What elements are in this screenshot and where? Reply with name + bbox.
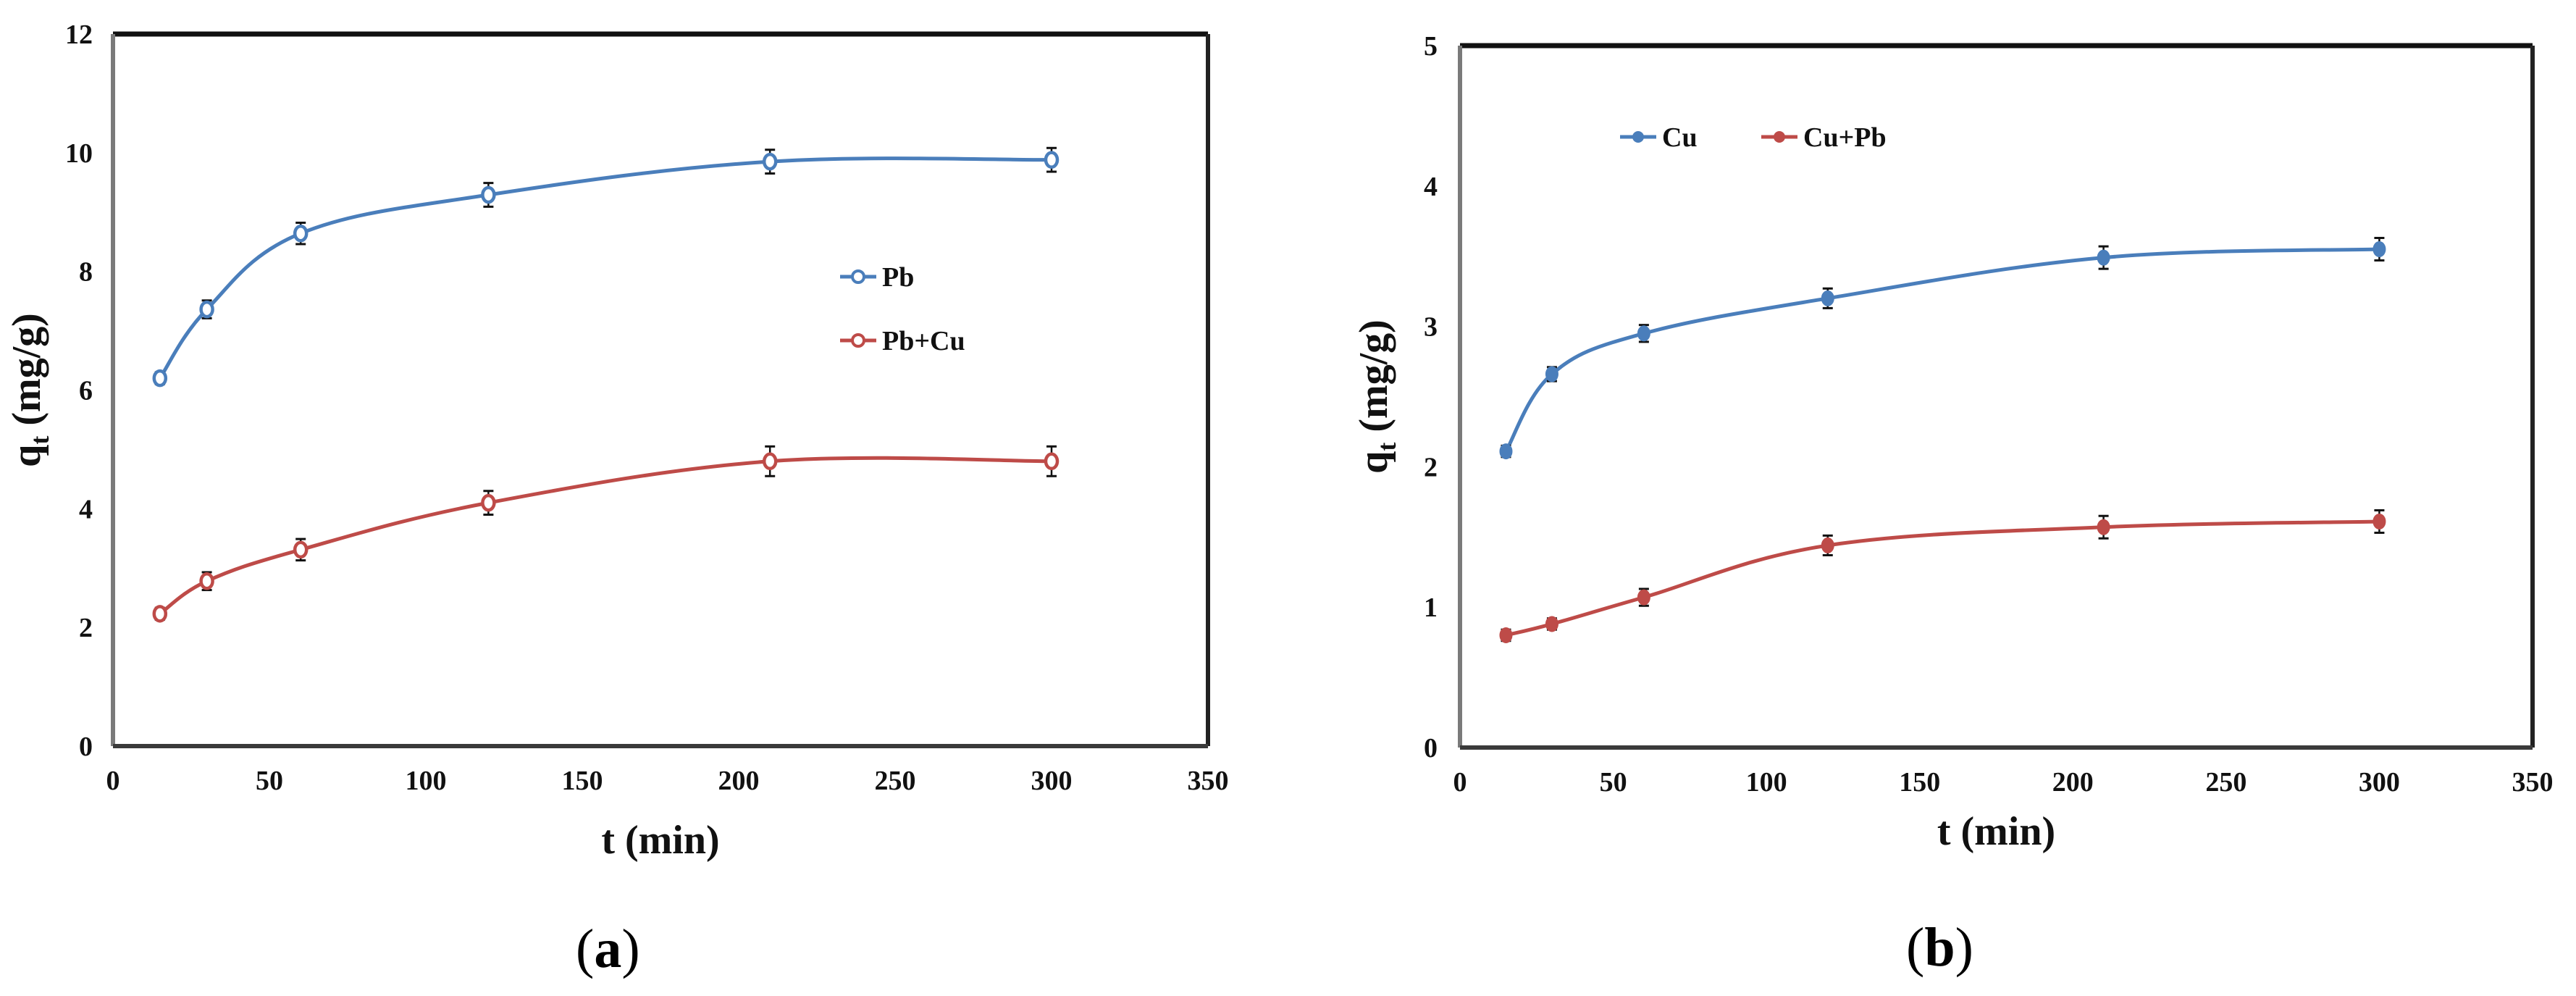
y-axis-title-b: qt (mg/g) (1351, 319, 1401, 474)
legend-marker-icon (851, 269, 865, 284)
x-tick-label-b: 50 (1600, 767, 1627, 798)
caption-a-letter: a (594, 918, 622, 979)
data-point-marker (293, 224, 309, 243)
data-point-marker (293, 540, 309, 559)
y-tick-label-a: 2 (79, 613, 93, 643)
data-point-marker (152, 369, 168, 388)
x-tick-label-b: 100 (1746, 767, 1787, 798)
y-axis-title-a: qt (mg/g) (4, 313, 54, 467)
x-tick-label-b: 200 (2052, 767, 2094, 798)
x-tick-label-b: 250 (2205, 767, 2246, 798)
legend-item-b-1: Cu+Pb (1761, 122, 1887, 153)
y-tick-label-a: 10 (65, 138, 93, 169)
x-tick-label-a: 50 (256, 766, 283, 796)
x-axis-title-a: t (min) (601, 818, 719, 863)
x-tick-label-b: 350 (2512, 767, 2554, 798)
data-point-marker (152, 605, 168, 623)
x-tick-label-a: 350 (1188, 766, 1229, 796)
data-point-marker (2372, 513, 2386, 530)
data-point-marker (1044, 452, 1060, 471)
y-tick-label-a: 6 (79, 376, 93, 406)
y-tick-label-a: 4 (79, 494, 93, 524)
legend-item-a-1: Pb+Cu (840, 326, 965, 356)
chart-a-kinetics-pb: 0 2 4 6 8 10 12 0 50 100 150 200 250 300 350 t (min) qt … (4, 20, 1229, 863)
caption-a-close: ) (621, 918, 640, 979)
legend-marker-icon (1774, 131, 1785, 143)
x-tick-label-a: 100 (406, 766, 447, 796)
data-point-marker (762, 452, 778, 471)
caption-b-open: ( (1906, 917, 1925, 978)
x-tick-label-a: 250 (875, 766, 916, 796)
y-tick-label-b: 2 (1424, 452, 1438, 482)
data-point-marker (1545, 616, 1558, 632)
plot-area-a (113, 34, 1208, 746)
legend-label: Pb (882, 262, 914, 293)
legend-label: Cu+Pb (1803, 122, 1887, 153)
x-tick-label-a: 200 (718, 766, 760, 796)
data-point-marker (1821, 537, 1834, 553)
series-cu-plus-pb-b (1499, 509, 2386, 643)
data-point-marker (762, 152, 778, 171)
data-point-marker (199, 300, 214, 319)
series-pb-a (152, 146, 1060, 388)
data-point-marker (2097, 519, 2110, 535)
x-tick-label-a: 300 (1031, 766, 1073, 796)
data-point-marker (2372, 241, 2386, 258)
caption-b-close: ) (1955, 917, 1973, 978)
y-tick-label-a: 8 (79, 257, 93, 288)
data-point-marker (1545, 366, 1558, 382)
y-tick-label-b: 1 (1424, 593, 1438, 623)
legend-label: Cu (1662, 122, 1698, 153)
x-axis-title-b: t (min) (1937, 809, 2055, 854)
x-tick-label-a: 150 (562, 766, 603, 796)
y-tick-label-b: 4 (1424, 172, 1438, 202)
y-tick-label-b: 5 (1424, 31, 1438, 62)
data-point-marker (481, 185, 496, 204)
caption-a: (a) (576, 921, 640, 976)
data-point-marker (199, 572, 214, 590)
data-point-marker (1044, 151, 1060, 169)
y-tick-label-b: 3 (1424, 312, 1438, 343)
legend-marker-icon (851, 333, 865, 348)
data-point-marker (2097, 249, 2110, 266)
legend-item-b-0: Cu (1620, 122, 1698, 153)
x-tick-label-a: 0 (106, 766, 120, 796)
y-tick-label-a: 0 (79, 732, 93, 762)
series-cu-b (1499, 237, 2386, 460)
data-point-marker (1821, 290, 1834, 306)
y-tick-label-a: 12 (65, 20, 93, 50)
y-tick-label-b: 0 (1424, 733, 1438, 763)
data-point-marker (481, 493, 496, 512)
series-line (158, 156, 1052, 380)
series-pb-plus-cu-a (152, 445, 1060, 623)
x-tick-label-b: 150 (1899, 767, 1940, 798)
plot-area-b (1460, 46, 2533, 748)
legend-marker-icon (1632, 131, 1644, 143)
x-tick-label-b: 300 (2359, 767, 2400, 798)
data-point-marker (1499, 627, 1513, 643)
legend-item-a-0: Pb (840, 262, 914, 293)
caption-a-open: ( (576, 918, 595, 979)
data-point-marker (1499, 443, 1513, 460)
data-point-marker (1637, 325, 1650, 342)
legend-label: Pb+Cu (882, 326, 965, 356)
caption-b: (b) (1906, 920, 1973, 975)
data-point-marker (1637, 589, 1650, 606)
x-tick-label-b: 0 (1453, 767, 1467, 798)
caption-b-letter: b (1924, 917, 1955, 978)
